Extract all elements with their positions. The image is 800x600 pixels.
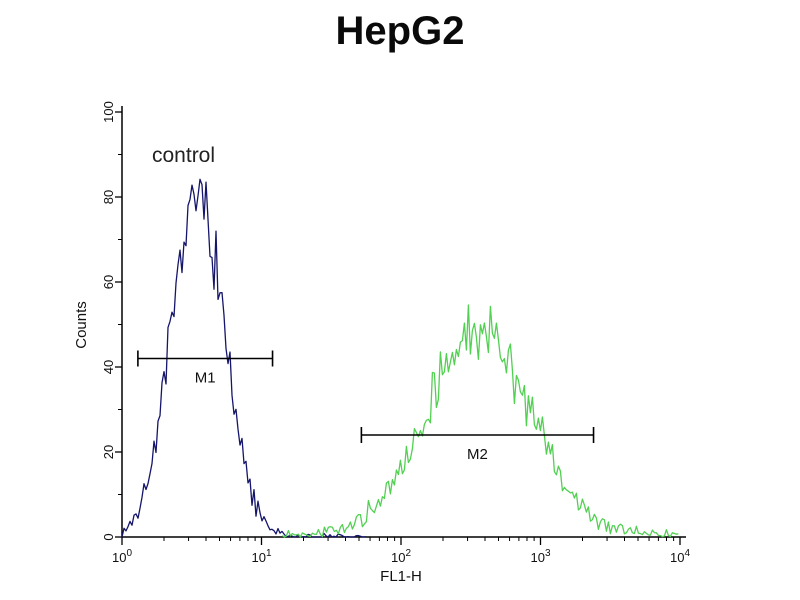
y-tick-label: 0 <box>101 533 116 540</box>
y-tick-label: 60 <box>101 275 116 289</box>
chart-title: HepG2 <box>336 9 465 53</box>
y-tick-label: 100 <box>101 101 116 123</box>
axes: 0 20 40 60 80 100 100 101 102 103 104 <box>101 101 690 565</box>
x-tick-label: 102 <box>391 548 411 565</box>
x-tick-label: 101 <box>251 548 271 565</box>
y-tick-label: 20 <box>101 445 116 459</box>
y-tick-label: 80 <box>101 190 116 204</box>
x-tick-label: 104 <box>670 548 690 565</box>
x-axis-label: FL1-H <box>380 568 422 585</box>
y-tick-label: 40 <box>101 360 116 374</box>
gate-m2: M2 <box>360 427 595 463</box>
gate-markers: M1 M2 <box>137 350 595 463</box>
gate-m1: M1 <box>137 350 274 387</box>
y-axis-label: Counts <box>73 301 90 349</box>
gate-label: M1 <box>195 370 216 387</box>
x-tick-label: 103 <box>530 548 550 565</box>
control-curve <box>121 178 367 538</box>
gate-label: M2 <box>467 446 488 463</box>
control-annotation: control <box>152 144 215 167</box>
x-tick-label: 100 <box>112 548 132 565</box>
stained-curve <box>282 304 679 538</box>
histogram-curves <box>121 178 679 538</box>
